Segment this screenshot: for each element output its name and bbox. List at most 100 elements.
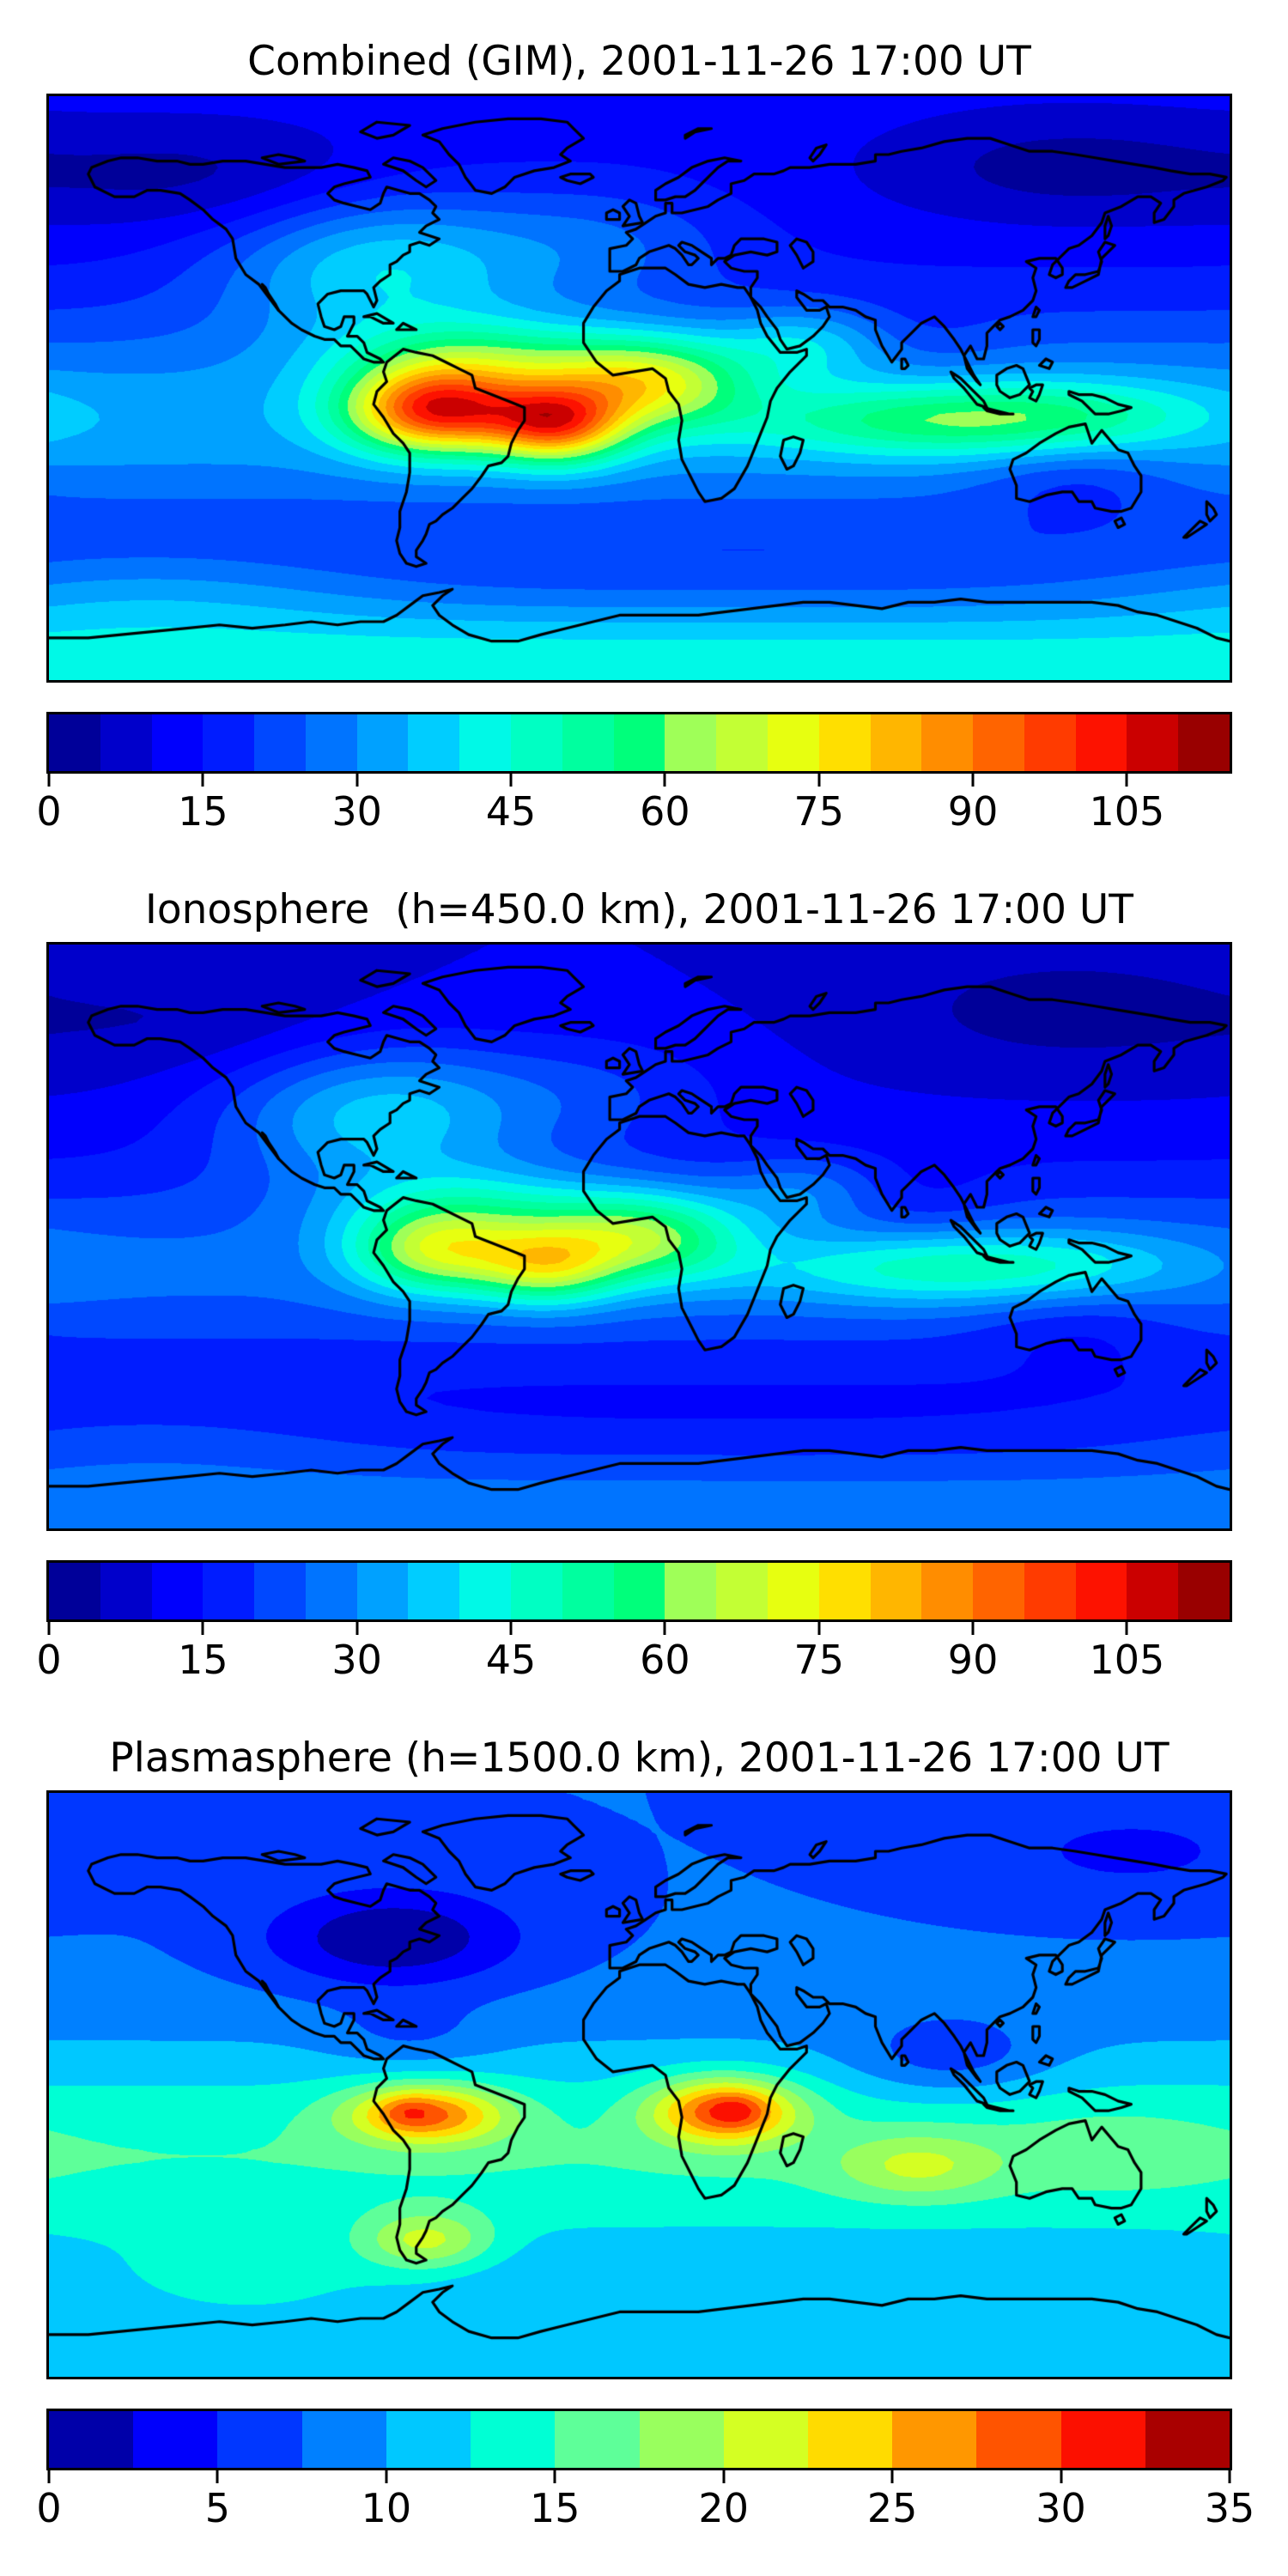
- colorbar-segment: [305, 1563, 357, 1619]
- colorbar-segment: [151, 714, 204, 771]
- colorbar-tick-label: 5: [204, 2485, 231, 2531]
- colorbar-tick: [509, 774, 513, 787]
- colorbar-segment: [356, 1563, 409, 1619]
- colorbar-segment: [767, 714, 819, 771]
- colorbar-segment: [203, 1563, 255, 1619]
- panel-title-combined: Combined (GIM), 2001-11-26 17:00 UT: [247, 38, 1031, 85]
- colorbar-segment: [1127, 1563, 1179, 1619]
- colorbar-segment: [818, 714, 871, 771]
- colorbar-ionosphere: 0 15 30 45 60 75 90 105: [36, 1560, 1232, 1680]
- map-canvas-combined: [49, 96, 1230, 680]
- colorbar-tick-label: 30: [331, 1637, 382, 1683]
- colorbar-segment: [49, 1563, 100, 1619]
- colorbar-segment: [921, 714, 974, 771]
- colorbar-segment: [1075, 1563, 1127, 1619]
- colorbar-tick: [355, 1622, 359, 1635]
- colorbar-tick: [971, 1622, 975, 1635]
- colorbar-tick-label: 10: [361, 2485, 412, 2531]
- colorbar-segment: [151, 1563, 204, 1619]
- colorbar-segment: [716, 1563, 768, 1619]
- colorbar-segment: [921, 1563, 974, 1619]
- colorbar-segment: [807, 2411, 893, 2468]
- colorbar-tick: [1125, 774, 1128, 787]
- panel-title-plasmasphere: Plasmasphere (h=1500.0 km), 2001-11-26 1…: [109, 1735, 1170, 1782]
- colorbar-tick-label: 30: [331, 788, 382, 835]
- colorbar-tick-label: 75: [793, 1637, 845, 1683]
- colorbar-tick-label: 0: [36, 1637, 62, 1683]
- colorbar-tick-label: 60: [640, 788, 690, 835]
- panel-title-ionosphere: Ionosphere (h=450.0 km), 2001-11-26 17:0…: [144, 886, 1134, 933]
- colorbar-segment: [511, 714, 562, 771]
- colorbar-tick-label: 45: [485, 1637, 537, 1683]
- colorbar-segment: [1145, 2411, 1230, 2468]
- map-frame-ionosphere: [46, 942, 1232, 1531]
- colorbar-segment: [716, 714, 768, 771]
- colorbar-tick: [216, 2470, 219, 2483]
- colorbar-tick-label: 105: [1089, 1637, 1165, 1683]
- colorbar-segment: [665, 1563, 717, 1619]
- colorbar-segment: [1060, 2411, 1145, 2468]
- colorbar-tick-label: 25: [866, 2485, 918, 2531]
- colorbar-tick: [663, 774, 666, 787]
- colorbar-segment: [818, 1563, 871, 1619]
- colorbar-segment: [665, 714, 717, 771]
- colorbar-segment: [254, 1563, 306, 1619]
- colorbar-segment: [639, 2411, 724, 2468]
- colorbar-tick: [1125, 1622, 1128, 1635]
- colorbar-segment: [613, 1563, 665, 1619]
- colorbar-tick-label: 45: [485, 788, 537, 835]
- colorbar-segment: [217, 2411, 302, 2468]
- colorbar-segment: [1075, 714, 1127, 771]
- colorbar-segment: [408, 1563, 460, 1619]
- colorbar-tick: [385, 2470, 388, 2483]
- map-canvas-plasmasphere: [49, 1793, 1230, 2377]
- colorbar-tick-label: 90: [947, 1637, 999, 1683]
- colorbar-tick: [890, 2470, 894, 2483]
- colorbar-segment: [471, 2411, 556, 2468]
- colorbar-segment: [870, 714, 922, 771]
- colorbar-segment: [613, 714, 665, 771]
- colorbar-gradient: [49, 2411, 1230, 2468]
- colorbar-tick: [553, 2470, 556, 2483]
- colorbar-segment: [408, 714, 460, 771]
- colorbar-segment: [1178, 1563, 1230, 1619]
- colorbar-segment: [49, 714, 100, 771]
- colorbar-segment: [973, 714, 1024, 771]
- colorbar-tick: [201, 774, 204, 787]
- colorbar-tick: [355, 774, 359, 787]
- colorbar-gradient: [49, 714, 1230, 771]
- colorbar-tick: [722, 2470, 726, 2483]
- colorbar-segment: [562, 714, 614, 771]
- colorbar-plasmasphere: 0 5 10 15 20 25 30 35: [36, 2409, 1255, 2528]
- colorbar-tick: [817, 1622, 821, 1635]
- colorbar-tick-label: 15: [178, 1637, 228, 1683]
- colorbar-segment: [203, 714, 255, 771]
- colorbar-segment: [1178, 714, 1230, 771]
- colorbar-segment: [459, 1563, 512, 1619]
- colorbar-segment: [973, 1563, 1024, 1619]
- map-frame-combined: [46, 94, 1232, 683]
- colorbar-segment: [100, 1563, 152, 1619]
- colorbar-segment: [976, 2411, 1061, 2468]
- colorbar-tick-label: 105: [1089, 788, 1165, 835]
- colorbar-tick-label: 15: [178, 788, 228, 835]
- colorbar-gradient: [49, 1563, 1230, 1619]
- colorbar-segment: [49, 2411, 134, 2468]
- colorbar-segment: [892, 2411, 977, 2468]
- colorbar-segment: [1024, 714, 1076, 771]
- colorbar-tick-label: 75: [793, 788, 845, 835]
- colorbar-segment: [511, 1563, 562, 1619]
- colorbar-segment: [459, 714, 512, 771]
- colorbar-segment: [254, 714, 306, 771]
- colorbar-tick: [663, 1622, 666, 1635]
- colorbar-tick: [509, 1622, 513, 1635]
- colorbar-tick-label: 90: [947, 788, 999, 835]
- colorbar-tick: [817, 774, 821, 787]
- colorbar-tick: [201, 1622, 204, 1635]
- colorbar-tick-label: 20: [698, 2485, 749, 2531]
- colorbar-tick: [47, 2470, 51, 2483]
- colorbar-segment: [305, 714, 357, 771]
- colorbar-tick: [47, 1622, 51, 1635]
- colorbar-segment: [1127, 714, 1179, 771]
- colorbar-segment: [356, 714, 409, 771]
